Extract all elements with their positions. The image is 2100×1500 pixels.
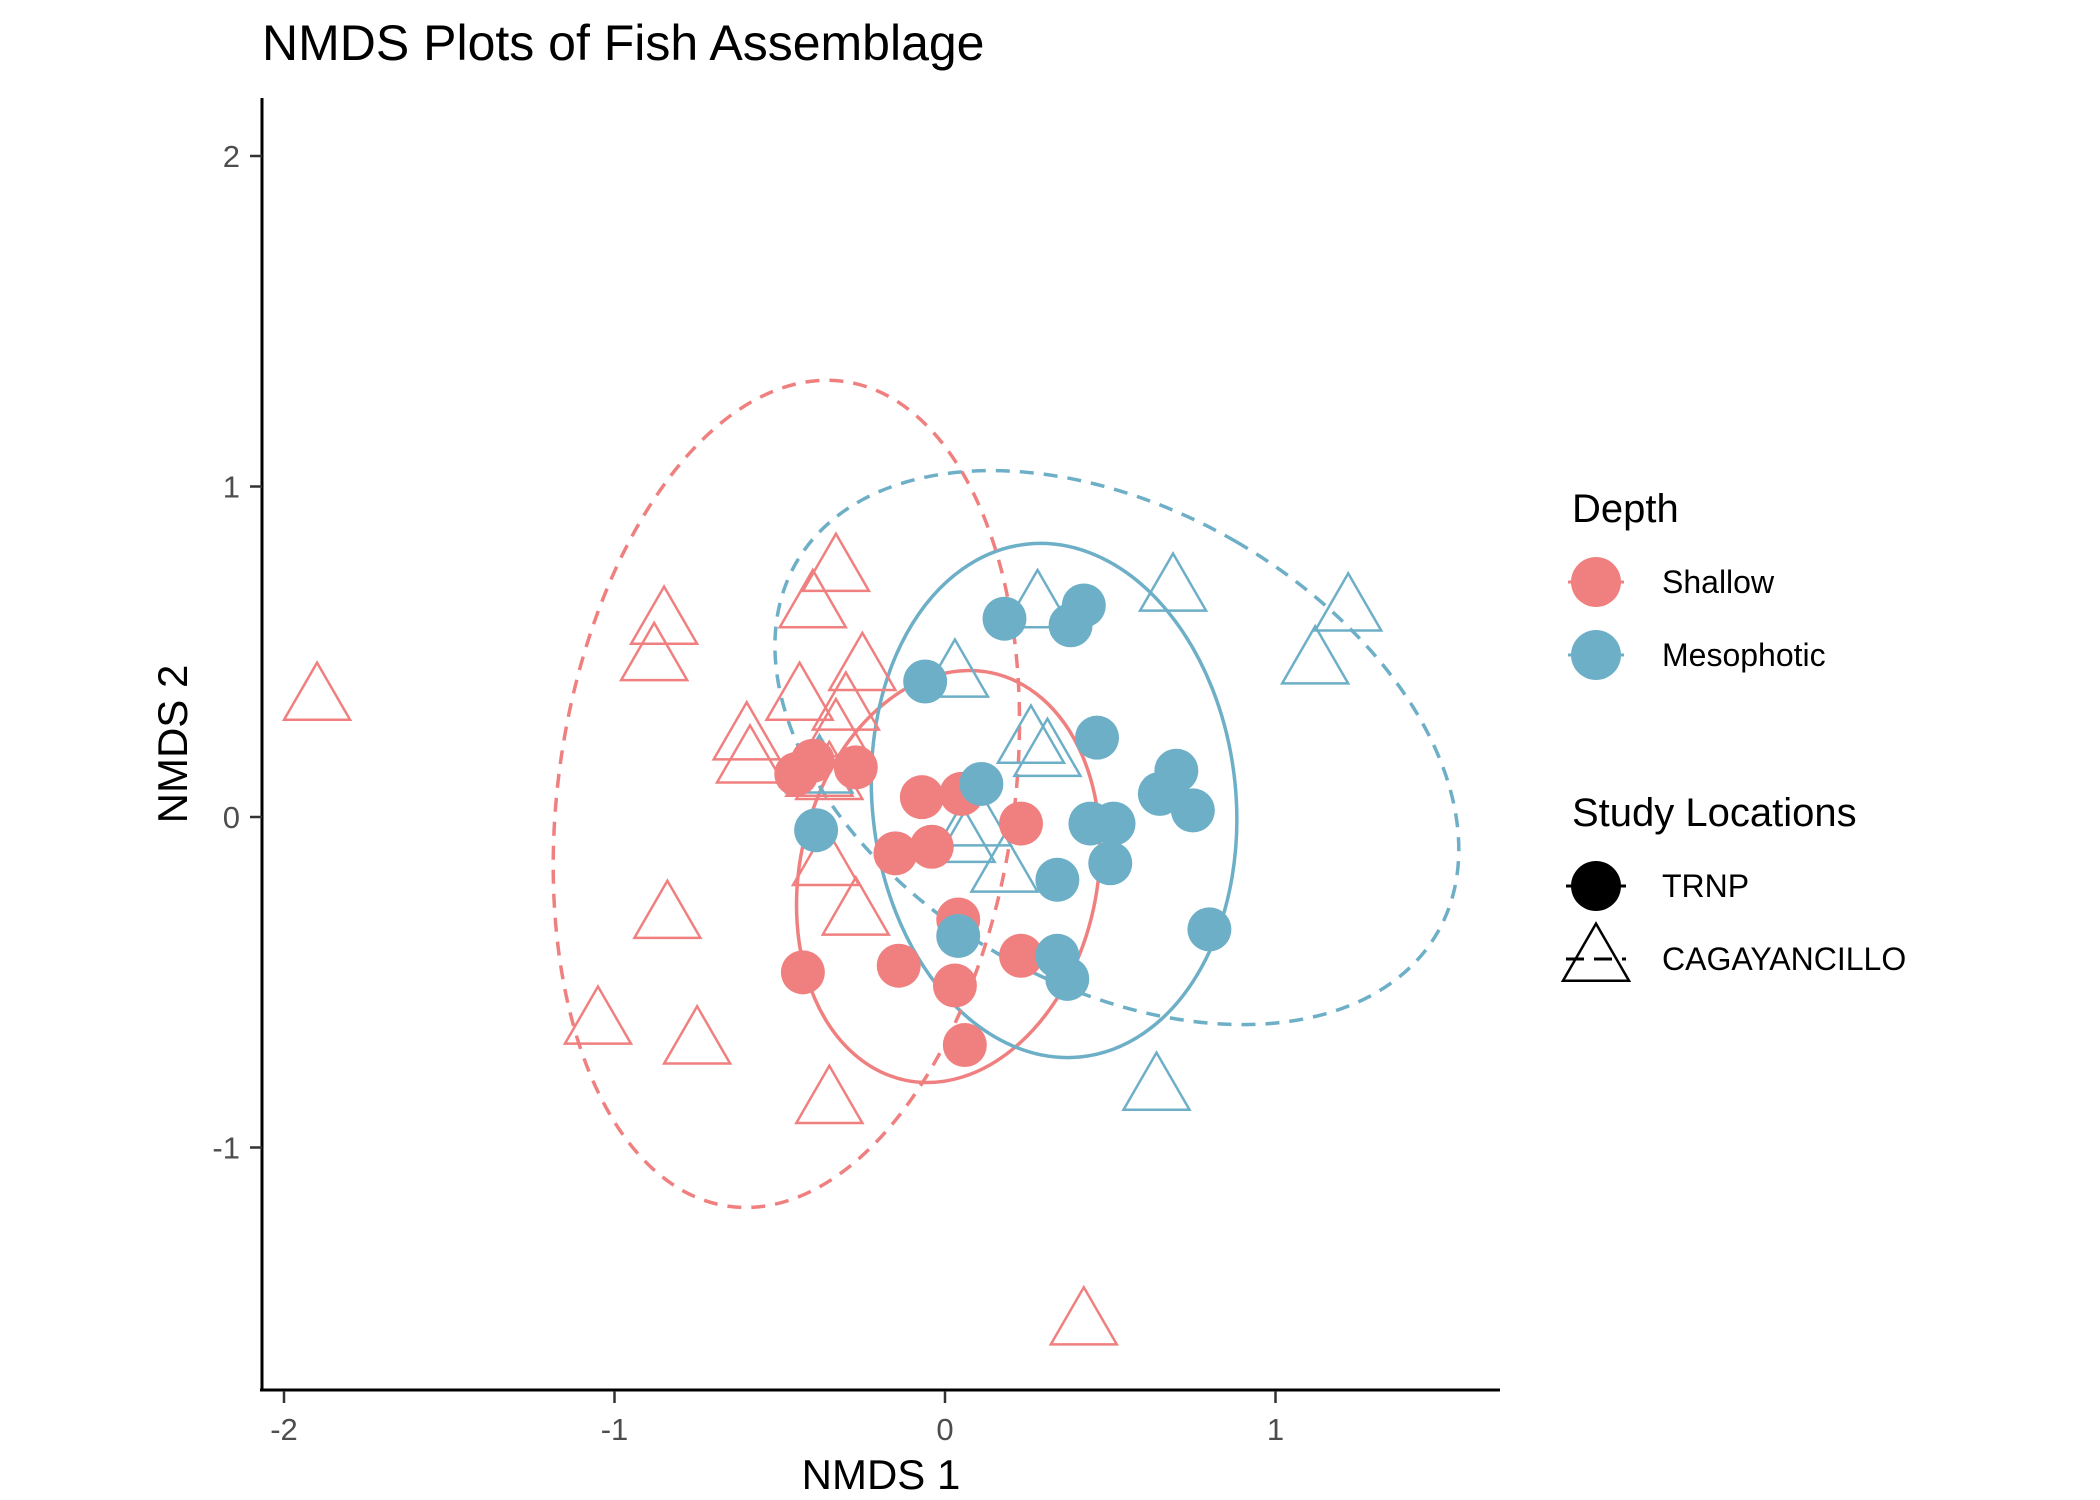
legend-key-circle — [1571, 557, 1621, 607]
point-shallow-trnp — [780, 950, 825, 995]
point-mesophotic-trnp — [982, 596, 1027, 641]
point-shallow-cagayancillo — [794, 1063, 865, 1125]
point-shallow-cagayancillo — [628, 584, 700, 645]
ellipse-layer — [551, 378, 1461, 1210]
x-axis-title: NMDS 1 — [802, 1451, 961, 1498]
point-shallow-cagayancillo — [777, 567, 848, 629]
point-mesophotic-cagayancillo — [969, 831, 1040, 893]
point-mesophotic-trnp — [1187, 907, 1232, 952]
y-axis-ticks: -1 0 1 2 — [212, 139, 262, 1166]
point-shallow-trnp — [899, 775, 944, 820]
point-mesophotic-cagayancillo — [1121, 1050, 1192, 1111]
point-shallow-cagayancillo — [281, 660, 353, 721]
point-shallow-trnp — [909, 824, 954, 869]
point-mesophotic-trnp — [794, 808, 839, 853]
point-mesophotic-cagayancillo — [1137, 551, 1209, 612]
point-mesophotic-cagayancillo — [1313, 570, 1384, 632]
point-mesophotic-cagayancillo — [995, 703, 1067, 764]
legend-label: TRNP — [1662, 868, 1749, 904]
point-mesophotic-trnp — [1091, 801, 1136, 846]
y-tick-label: -1 — [212, 1131, 240, 1166]
legend-location-title: Study Locations — [1572, 791, 1857, 835]
point-shallow-cagayancillo — [562, 983, 634, 1045]
y-tick-label: 1 — [223, 470, 240, 505]
ellipse-mesophotic-trnp — [869, 541, 1239, 1060]
point-mesophotic-trnp — [1035, 857, 1080, 902]
point-mesophotic-trnp — [1075, 715, 1120, 760]
x-tick-label: -2 — [270, 1412, 298, 1447]
point-shallow-cagayancillo — [711, 699, 782, 761]
point-shallow-cagayancillo — [1048, 1284, 1119, 1346]
point-shallow-trnp — [999, 933, 1044, 978]
point-mesophotic-cagayancillo — [1012, 716, 1083, 778]
point-shallow-trnp — [942, 1023, 987, 1068]
legend-item-cagayancillo: CAGAYANCILLO — [1560, 921, 1906, 982]
y-axis-title: NMDS 2 — [149, 665, 196, 824]
legend-key-circle — [1571, 630, 1621, 680]
x-axis-ticks: -2 -1 0 1 — [270, 1391, 1284, 1447]
point-mesophotic-trnp — [1045, 956, 1090, 1001]
legend-label: Mesophotic — [1662, 637, 1826, 673]
point-shallow-cagayancillo — [800, 696, 872, 758]
point-mesophotic-trnp — [1170, 788, 1215, 833]
point-shallow-cagayancillo — [827, 630, 898, 692]
legend-depth-title: Depth — [1572, 487, 1679, 531]
legend-depth-entries: Shallow Mesophotic — [1568, 557, 1826, 680]
ellipse-mesophotic-cagayancillo — [773, 468, 1461, 1027]
point-shallow-trnp — [932, 963, 977, 1008]
point-mesophotic-trnp — [1137, 771, 1182, 816]
legend-item-shallow: Shallow — [1568, 557, 1775, 607]
point-mesophotic-trnp — [1048, 603, 1093, 648]
x-tick-label: -1 — [601, 1412, 629, 1447]
point-shallow-cagayancillo — [632, 878, 703, 940]
x-tick-label: 1 — [1267, 1412, 1284, 1447]
point-mesophotic-cagayancillo — [942, 785, 1014, 847]
point-mesophotic-cagayancillo — [1002, 567, 1073, 629]
point-shallow-cagayancillo — [661, 1003, 733, 1065]
point-shallow-cagayancillo — [764, 660, 835, 721]
point-shallow-trnp — [833, 745, 878, 790]
point-shallow-cagayancillo — [714, 722, 786, 784]
point-shallow-trnp — [999, 801, 1044, 846]
point-layer — [281, 531, 1384, 1346]
y-tick-label: 2 — [223, 139, 240, 174]
plot-area — [281, 378, 1461, 1346]
y-tick-label: 0 — [223, 800, 240, 835]
point-mesophotic-trnp — [959, 761, 1004, 806]
point-shallow-cagayancillo — [820, 874, 891, 936]
legend-key-circle — [1571, 861, 1621, 911]
legend-item-mesophotic: Mesophotic — [1568, 630, 1826, 680]
point-shallow-cagayancillo — [618, 620, 690, 682]
point-mesophotic-trnp — [1088, 841, 1133, 886]
point-mesophotic-cagayancillo — [1279, 623, 1351, 685]
legend-item-trnp: TRNP — [1566, 861, 1749, 911]
point-shallow-cagayancillo — [810, 669, 882, 731]
x-tick-label: 0 — [936, 1412, 953, 1447]
legend-location-entries: TRNP CAGAYANCILLO — [1560, 861, 1906, 982]
point-mesophotic-trnp — [936, 913, 981, 958]
legend-label: Shallow — [1662, 564, 1775, 600]
legend-key-triangle — [1560, 921, 1632, 982]
legend-label: CAGAYANCILLO — [1662, 941, 1906, 977]
point-shallow-trnp — [873, 831, 918, 876]
point-shallow-cagayancillo — [790, 825, 862, 887]
point-shallow-cagayancillo — [800, 531, 872, 593]
chart-title: NMDS Plots of Fish Assemblage — [262, 15, 985, 71]
point-shallow-trnp — [790, 738, 835, 783]
point-mesophotic-trnp — [903, 659, 948, 704]
point-shallow-trnp — [876, 943, 921, 988]
